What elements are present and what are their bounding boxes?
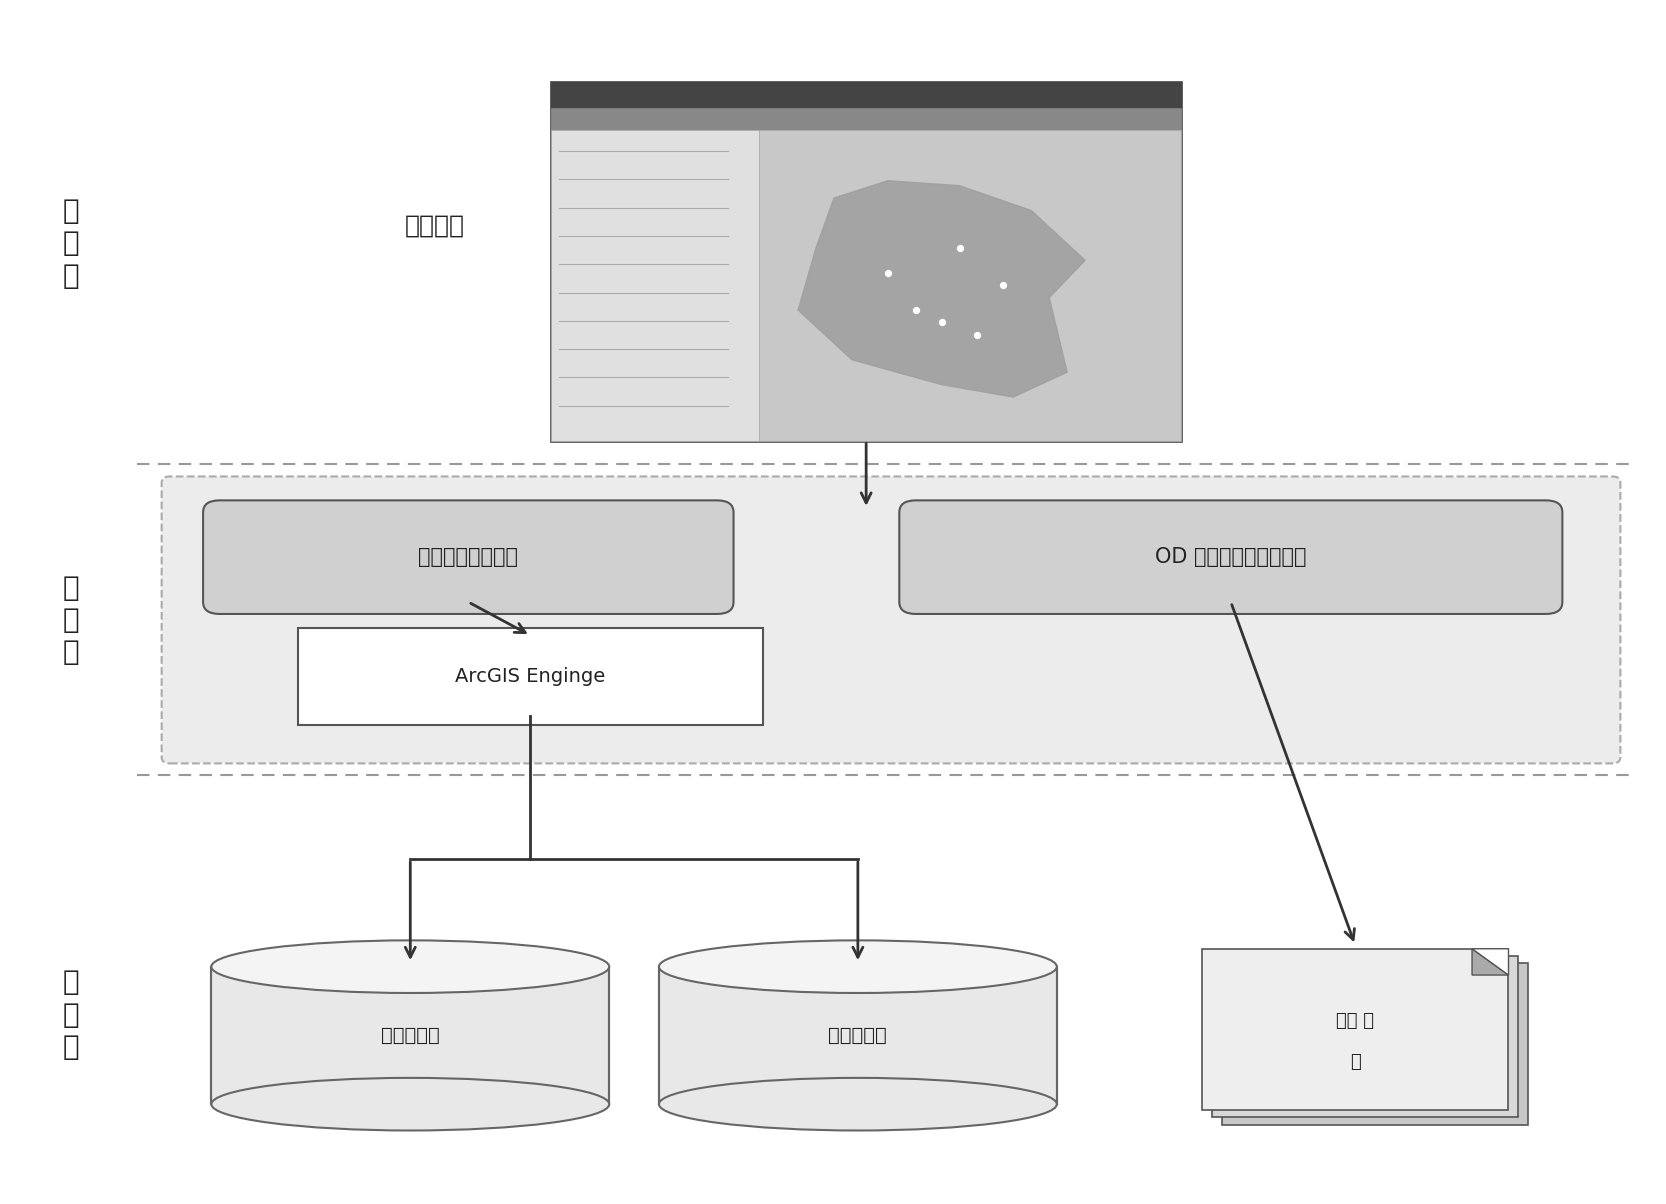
Text: 文件 数: 文件 数 (1336, 1013, 1374, 1031)
Text: OD 矩阵及相关数据处理: OD 矩阵及相关数据处理 (1155, 547, 1306, 567)
Text: 空间数据库: 空间数据库 (382, 1026, 440, 1045)
Text: 数
据
层: 数 据 层 (62, 968, 78, 1061)
Polygon shape (1473, 949, 1508, 975)
Ellipse shape (212, 940, 610, 993)
Ellipse shape (660, 1078, 1056, 1131)
Text: ArcGIS Enginge: ArcGIS Enginge (455, 667, 606, 686)
FancyBboxPatch shape (298, 628, 763, 725)
Bar (551, 108, 1181, 130)
Bar (760, 130, 1181, 441)
Bar (551, 130, 760, 441)
Ellipse shape (660, 940, 1056, 993)
Bar (1201, 949, 1508, 1110)
Text: 应
用
层: 应 用 层 (62, 573, 78, 666)
Point (990, 276, 1016, 295)
Bar (1221, 963, 1528, 1125)
Point (928, 313, 955, 332)
Text: 桌面程序: 桌面程序 (405, 213, 465, 237)
Bar (551, 82, 1181, 108)
Ellipse shape (212, 1078, 610, 1131)
Text: 停车需求预测模型: 停车需求预测模型 (418, 547, 518, 567)
Point (903, 300, 930, 319)
Bar (212, 967, 610, 1104)
Point (946, 238, 973, 258)
Text: 据: 据 (1349, 1052, 1361, 1070)
Polygon shape (1473, 949, 1508, 975)
Point (965, 325, 991, 344)
Bar (551, 82, 1181, 441)
Bar (660, 967, 1056, 1104)
FancyBboxPatch shape (203, 501, 733, 614)
Polygon shape (798, 181, 1085, 397)
Point (875, 264, 901, 283)
FancyBboxPatch shape (900, 501, 1563, 614)
Text: 属性数据库: 属性数据库 (828, 1026, 888, 1045)
Bar (1211, 956, 1518, 1117)
FancyBboxPatch shape (162, 477, 1621, 763)
Text: 表
现
层: 表 现 层 (62, 197, 78, 290)
